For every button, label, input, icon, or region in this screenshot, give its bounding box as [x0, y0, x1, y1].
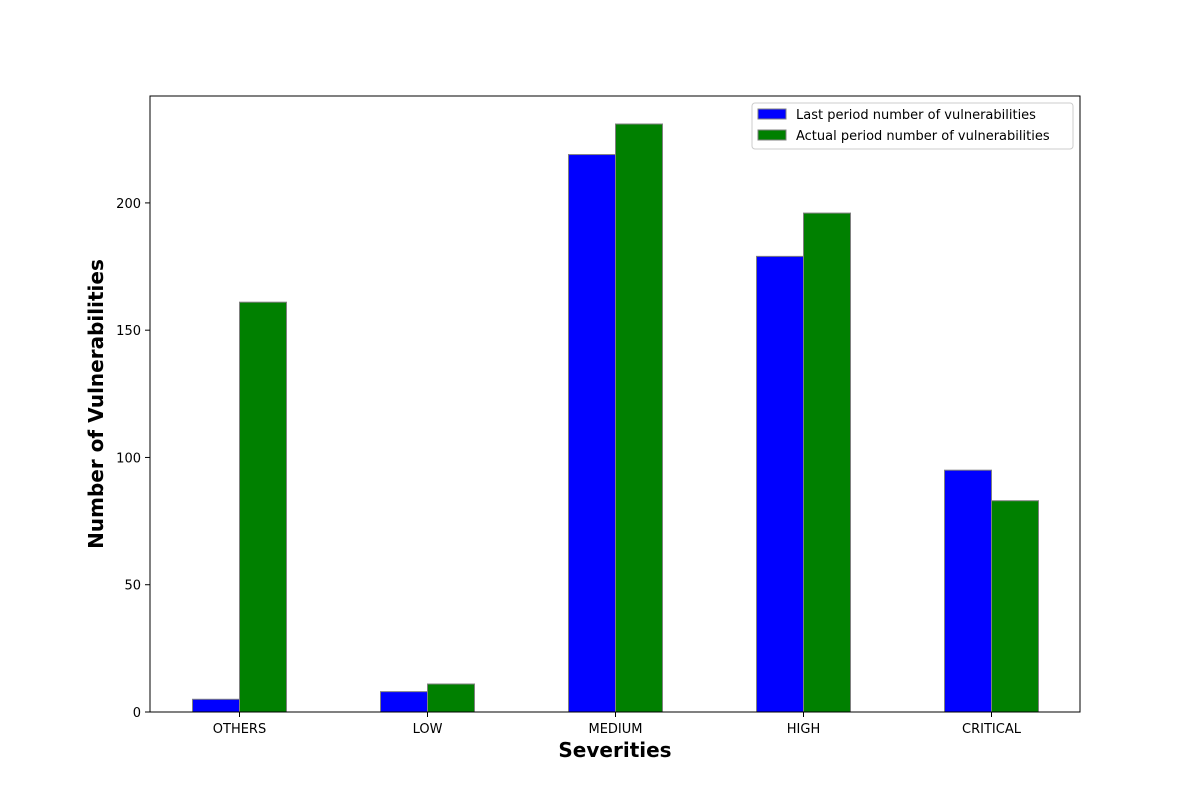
y-tick-label: 100 — [116, 451, 141, 466]
x-tick-label: MEDIUM — [588, 722, 642, 737]
y-tick-label: 0 — [133, 706, 141, 721]
legend: Last period number of vulnerabilities Act… — [751, 102, 1074, 150]
bar-high-series-1 — [756, 255, 804, 713]
bar-low-series-2 — [427, 683, 475, 713]
bar-critical-series-2 — [991, 500, 1039, 713]
x-tick-label: HIGH — [787, 722, 820, 737]
bar-medium-series-2 — [615, 123, 663, 713]
x-tick-label: OTHERS — [213, 722, 266, 737]
bars-layer — [192, 123, 1039, 713]
ticks-layer: OTHERS LOW MEDIUM HIGH CRITICAL 0 50 100 150 200 — [116, 197, 1022, 737]
y-tick-label: 50 — [124, 579, 141, 594]
legend-label-series-1: Last period number of vulnerabilities — [796, 108, 1036, 123]
bar-low-series-1 — [380, 691, 428, 713]
bar-medium-series-1 — [568, 154, 616, 713]
y-tick-label: 200 — [116, 197, 141, 212]
legend-box — [751, 102, 1074, 150]
bar-others-series-1 — [192, 698, 240, 713]
bar-critical-series-1 — [944, 469, 992, 713]
x-tick-label: LOW — [413, 722, 443, 737]
legend-label-series-2: Actual period number of vulnerabilities — [796, 129, 1050, 144]
legend-swatch-series-2 — [757, 129, 787, 141]
bar-others-series-2 — [239, 301, 287, 713]
x-tick-label: CRITICAL — [962, 722, 1022, 737]
y-tick-label: 150 — [116, 324, 141, 339]
bar-high-series-2 — [803, 212, 851, 713]
legend-swatch-series-1 — [757, 108, 787, 120]
x-axis-title: Severities — [558, 738, 671, 762]
y-axis-title: Number of Vulnerabilities — [84, 259, 108, 549]
